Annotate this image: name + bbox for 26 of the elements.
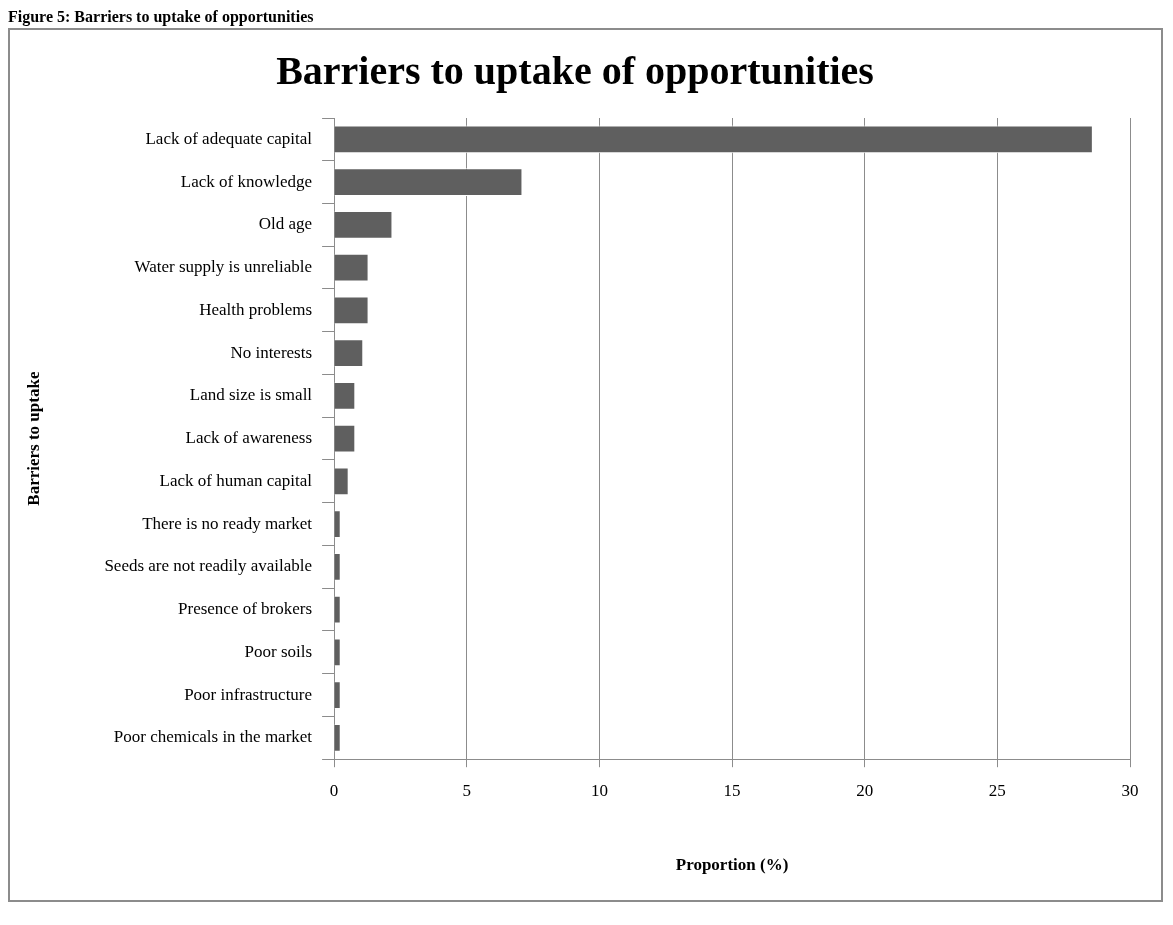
y-tick-label: Lack of adequate capital (145, 128, 313, 148)
y-tick-label: Presence of brokers (178, 599, 313, 619)
chart-title: Barriers to uptake of opportunities (276, 48, 874, 94)
y-tick-label: Health problems (199, 299, 313, 319)
caption: Figure 5: Barriers to uptake of opportunities (8, 8, 315, 26)
y-tick-label: Poor soils (244, 641, 313, 661)
y-tick-label: Lack of awareness (185, 428, 313, 448)
y-axis-title: Barriers to uptake (23, 371, 43, 506)
x-tick-label: 20 (856, 780, 874, 800)
x-axis-title: Proportion (%) (675, 855, 789, 875)
x-tick-label: 10 (590, 780, 608, 800)
y-tick-label: Old age (258, 214, 313, 234)
y-tick-label: Lack of knowledge (180, 171, 313, 191)
x-tick-label: 5 (462, 780, 471, 800)
y-tick-label: Poor infrastructure (184, 684, 313, 704)
y-tick-label: No interests (230, 342, 313, 362)
y-tick-label: Lack of human capital (159, 470, 313, 490)
y-tick-label: Land size is small (189, 385, 313, 405)
y-tick-label: Seeds are not readily available (104, 556, 313, 576)
y-tick-label: Poor chemicals in the market (113, 727, 313, 747)
x-tick-label: 25 (988, 780, 1006, 800)
x-tick-label: 15 (723, 780, 741, 800)
x-tick-label: 0 (329, 780, 339, 800)
y-tick-label: Water supply is unreliable (134, 257, 313, 277)
y-tick-label: There is no ready market (142, 513, 313, 533)
x-tick-label: 30 (1121, 780, 1139, 800)
